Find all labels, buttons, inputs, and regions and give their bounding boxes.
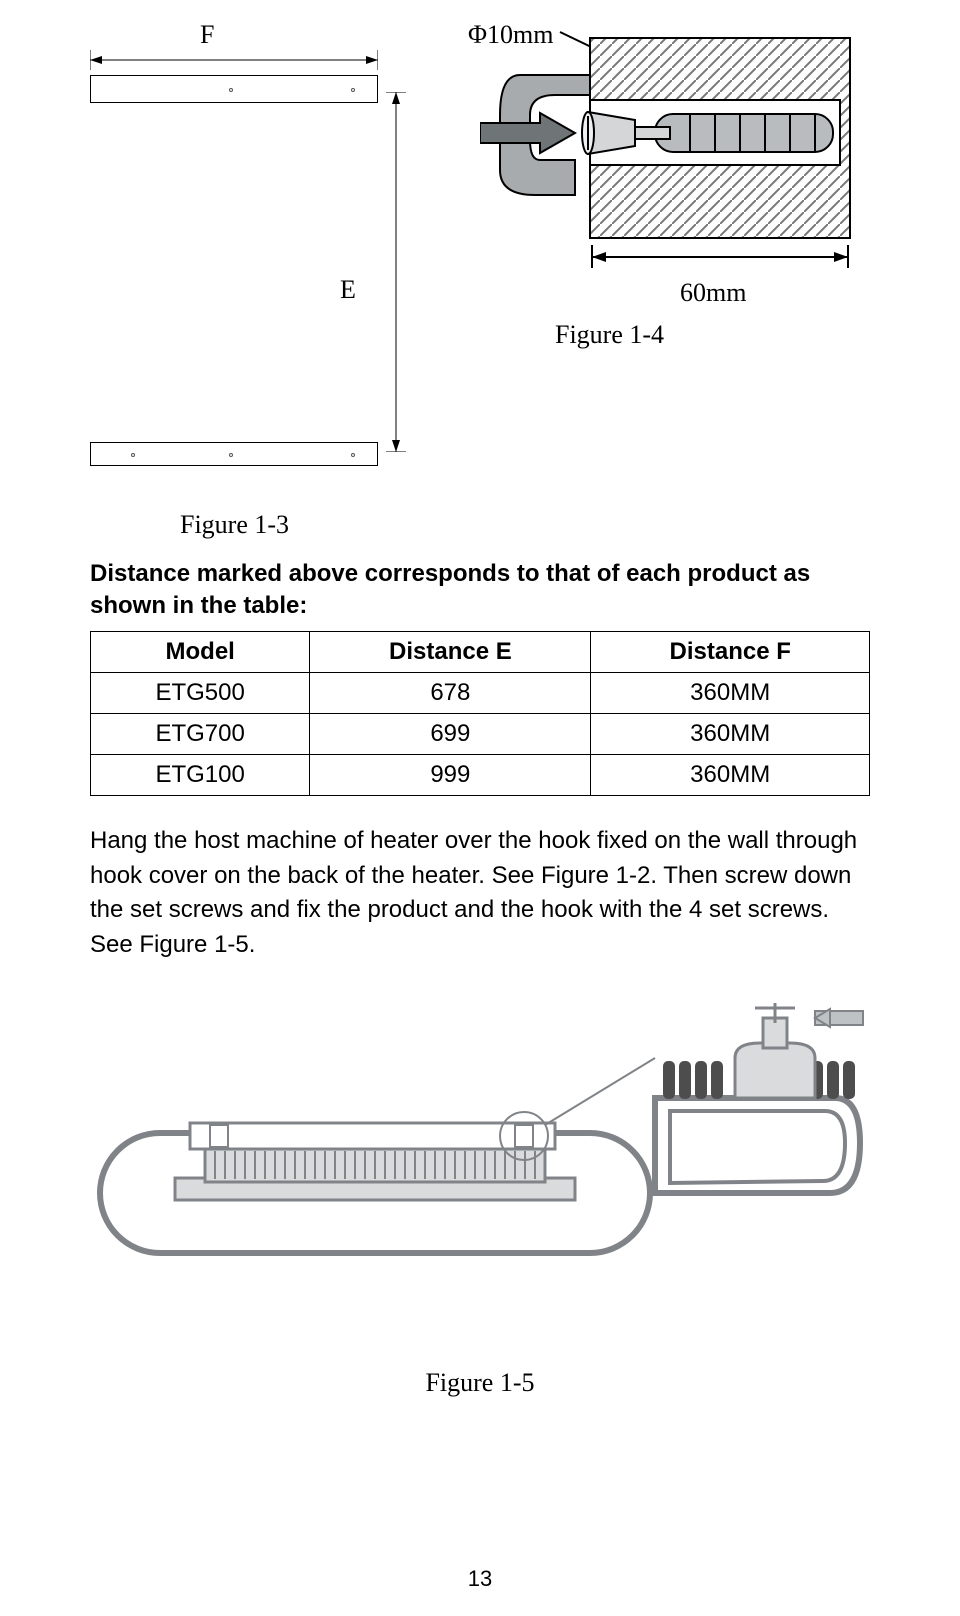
phi-10mm-label: Φ10mm <box>468 20 553 50</box>
instruction-paragraph: Hang the host machine of heater over the… <box>90 824 870 963</box>
table-header-model: Model <box>91 631 310 672</box>
table-row: ETG100 999 360MM <box>91 754 870 795</box>
table-header-dist-e: Distance E <box>310 631 591 672</box>
figure-1-4: Φ10mm <box>480 20 860 390</box>
table-row: ETG700 699 360MM <box>91 713 870 754</box>
figure-1-5-caption: Figure 1-5 <box>90 1368 870 1398</box>
figure-1-5 <box>90 1003 870 1288</box>
dimension-label-e: E <box>340 275 356 305</box>
top-mounting-bracket <box>90 75 378 103</box>
heater-mount-diagram <box>95 1003 865 1283</box>
figure-1-3-caption: Figure 1-3 <box>180 510 870 540</box>
table-lead-text: Distance marked above corresponds to tha… <box>90 558 870 623</box>
bottom-mounting-bracket <box>90 442 378 466</box>
table-header-dist-f: Distance F <box>591 631 870 672</box>
distance-table: Model Distance E Distance F ETG500 678 3… <box>90 631 870 796</box>
dimension-line-f <box>90 50 378 70</box>
page-number: 13 <box>0 1566 960 1592</box>
figure-1-4-caption: Figure 1-4 <box>555 320 664 350</box>
wall-anchor-diagram <box>480 20 860 280</box>
sixty-mm-label: 60mm <box>680 278 746 308</box>
dimension-line-e <box>386 92 406 452</box>
figure-1-3: F E <box>90 20 430 490</box>
dimension-label-f: F <box>200 20 214 50</box>
table-row: ETG500 678 360MM <box>91 672 870 713</box>
